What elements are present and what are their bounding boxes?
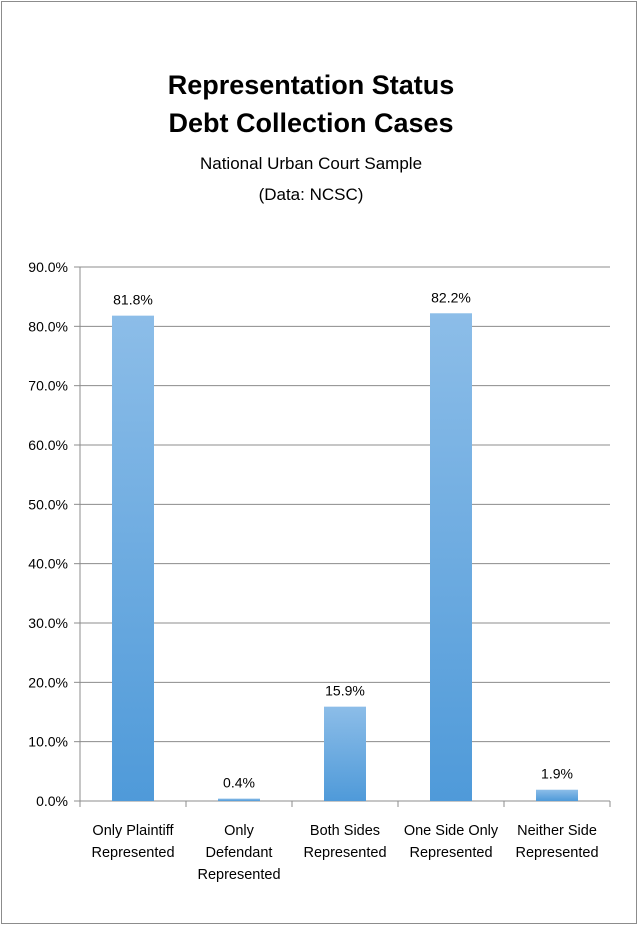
category-label: Both Sides (310, 823, 380, 839)
category-label: Only Plaintiff (92, 823, 174, 839)
chart-subtitle-line-2: (Data: NCSC) (259, 185, 364, 204)
category-label: Represented (303, 845, 386, 861)
bar (430, 313, 472, 801)
bar (112, 315, 154, 801)
data-label: 81.8% (113, 292, 153, 308)
bar (218, 798, 260, 801)
y-tick-label: 20.0% (28, 674, 68, 690)
bar (536, 789, 578, 801)
bars (112, 313, 578, 801)
y-tick-label: 30.0% (28, 615, 68, 631)
data-labels: 81.8% 0.4% 15.9% 82.2% 1.9% (113, 289, 573, 790)
category-label: Represented (91, 845, 174, 861)
category-label: Neither Side (517, 823, 597, 839)
bar (324, 706, 366, 801)
y-tick-label: 90.0% (28, 259, 68, 275)
y-tick-label: 60.0% (28, 437, 68, 453)
y-tick-label: 0.0% (36, 793, 68, 809)
y-tick-label: 50.0% (28, 496, 68, 512)
chart-subtitle-line-1: National Urban Court Sample (200, 154, 422, 173)
y-tick-label: 10.0% (28, 734, 68, 750)
gridlines (79, 266, 610, 802)
y-tick-label: 70.0% (28, 378, 68, 394)
category-label: Only (224, 823, 255, 839)
data-label: 1.9% (541, 766, 573, 782)
category-label: Represented (409, 845, 492, 861)
y-tick-label: 40.0% (28, 556, 68, 572)
chart-title-line-2: Debt Collection Cases (168, 108, 453, 138)
chart-title-line-1: Representation Status (168, 70, 455, 100)
data-label: 0.4% (223, 775, 255, 791)
y-tick-label: 80.0% (28, 318, 68, 334)
category-label: Defendant (206, 845, 273, 861)
data-label: 15.9% (325, 683, 365, 699)
y-axis-ticks: 0.0% 10.0% 20.0% 30.0% 40.0% 50.0% 60.0% 70.0% 8… (28, 259, 80, 809)
category-label: One Side Only (404, 823, 499, 839)
category-label: Represented (197, 867, 280, 883)
x-axis-categories: Only Plaintiff Represented Only Defendant Re… (79, 801, 611, 883)
data-label: 82.2% (431, 289, 471, 305)
category-label: Represented (515, 845, 598, 861)
